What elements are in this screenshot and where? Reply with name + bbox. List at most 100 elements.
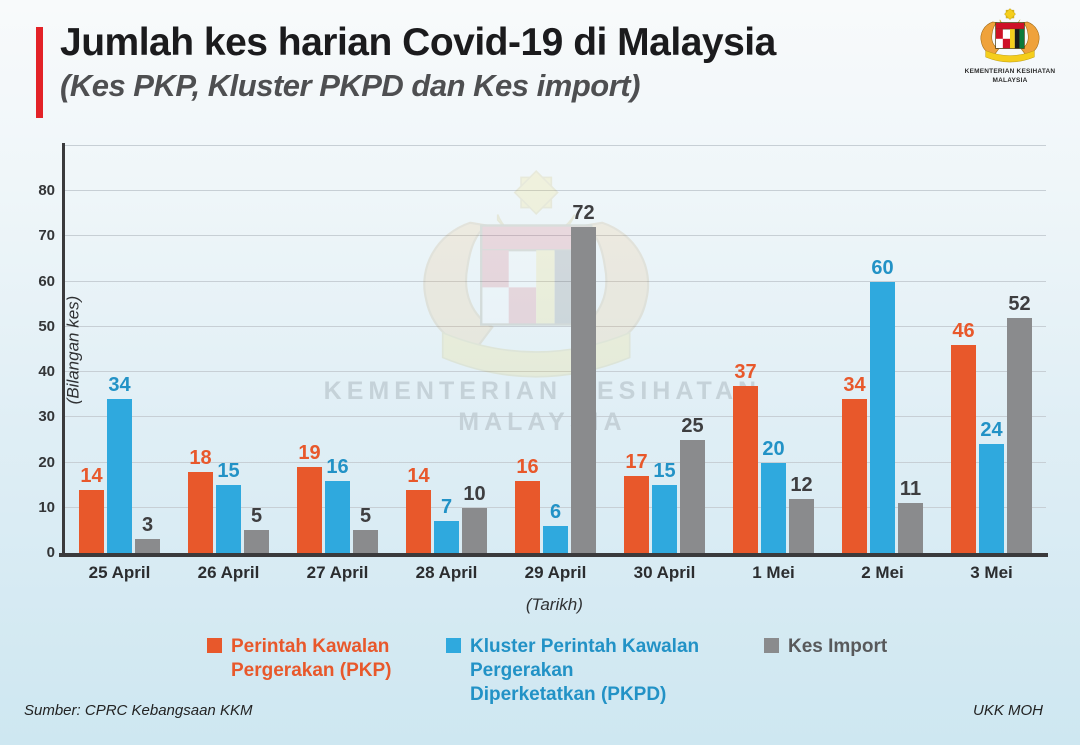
bar-rect-import (680, 439, 705, 553)
bar-rect-import (353, 530, 378, 553)
bar-group-27-april: 19 16 5 (283, 146, 392, 553)
bar-rect-pkpd (107, 399, 132, 553)
gridline-50 (65, 325, 1046, 327)
bar-import-26-april: 5 (244, 506, 269, 553)
gridline-10 (65, 506, 1046, 508)
bar-pkp-2-mei: 34 (842, 375, 867, 553)
bar-pkpd-26-april: 15 (216, 461, 241, 553)
bar-rect-pkpd (216, 485, 241, 553)
legend-item-import: Kes Import (764, 635, 887, 659)
bar-rect-pkp (515, 480, 540, 553)
bar-group-26-april: 18 15 5 (174, 146, 283, 553)
bar-rect-import (898, 503, 923, 553)
bar-value-pkp: 37 (734, 360, 757, 383)
source-note: Sumber: CPRC Kebangsaan KKM (24, 702, 253, 719)
bar-rect-pkp (842, 399, 867, 553)
gridline-90 (65, 145, 1046, 146)
gridline-20 (65, 461, 1046, 463)
y-tick-0: 0 (46, 544, 55, 561)
bar-pkpd-28-april: 7 (434, 497, 459, 553)
x-axis-ticks: 25 April 26 April 27 April 28 April 29 April… (65, 563, 1046, 583)
bar-rect-pkp (624, 476, 649, 553)
bar-group-29-april: 16 6 72 (501, 146, 610, 553)
y-axis-line (62, 143, 65, 557)
bar-value-pkp: 14 (407, 464, 430, 487)
bar-value-import: 5 (359, 505, 372, 528)
bar-pkpd-27-april: 16 (325, 457, 350, 553)
y-tick-30: 30 (38, 408, 55, 426)
legend-label-pkpd: Kluster Perintah Kawalan Pergerakan Dipe… (470, 636, 700, 705)
x-tick-3-mei: 3 Mei (970, 563, 1013, 582)
y-tick-40: 40 (38, 363, 55, 381)
legend-label-import: Kes Import (788, 636, 888, 657)
bar-pkp-1-mei: 37 (733, 362, 758, 553)
bar-import-30-april: 25 (680, 416, 705, 553)
bar-rect-pkp (406, 489, 431, 553)
bar-pkp-28-april: 14 (406, 466, 431, 553)
y-tick-60: 60 (38, 272, 55, 290)
bar-pkp-25-april: 14 (79, 466, 104, 553)
bar-rect-import (789, 498, 814, 553)
y-tick-70: 70 (38, 227, 55, 245)
logo-ministry-line1: KEMENTERIAN KESIHATAN (964, 68, 1056, 75)
x-tick-26-april: 26 April (197, 563, 260, 582)
bar-value-import: 12 (790, 473, 813, 496)
bar-value-pkpd: 60 (871, 256, 894, 279)
bar-value-import: 25 (681, 414, 704, 437)
bar-rect-pkpd (870, 281, 895, 553)
bar-rect-import (462, 507, 487, 553)
bar-value-pkp: 14 (80, 464, 103, 487)
legend-swatch-pkp (207, 638, 222, 653)
bar-pkp-30-april: 17 (624, 452, 649, 553)
bar-value-pkpd: 24 (980, 419, 1003, 442)
chart-legend: Perintah Kawalan Pergerakan (PKP) Kluster… (207, 635, 887, 706)
bar-value-pkpd: 15 (653, 460, 676, 483)
bar-value-pkpd: 6 (549, 500, 562, 523)
moh-logo: KEMENTERIAN KESIHATAN MALAYSIA (954, 6, 1066, 86)
title-accent-bar (36, 27, 43, 118)
page-title: Jumlah kes harian Covid-19 di Malaysia (60, 21, 776, 64)
bar-import-28-april: 10 (462, 484, 487, 553)
bar-value-pkp: 17 (625, 451, 648, 474)
bar-rect-import (571, 227, 596, 553)
bar-rect-pkpd (979, 444, 1004, 553)
x-axis-line (59, 553, 1048, 557)
bar-import-1-mei: 12 (789, 475, 814, 553)
bar-value-pkpd: 7 (440, 496, 453, 519)
bar-group-3-mei: 46 24 52 (937, 146, 1046, 553)
bar-pkpd-2-mei: 60 (870, 258, 895, 553)
bar-import-3-mei: 52 (1007, 294, 1032, 553)
bar-pkp-29-april: 16 (515, 457, 540, 553)
bar-value-pkp: 16 (516, 455, 539, 478)
legend-swatch-import (764, 638, 779, 653)
bar-rect-pkp (79, 489, 104, 553)
x-tick-1-mei: 1 Mei (752, 563, 795, 582)
bar-import-29-april: 72 (571, 203, 596, 553)
bar-value-pkp: 34 (843, 374, 866, 397)
bar-rect-pkp (297, 467, 322, 553)
bar-value-pkpd: 20 (762, 437, 785, 460)
logo-ministry-line2: MALAYSIA (992, 76, 1028, 84)
bar-import-25-april: 3 (135, 515, 160, 553)
bar-group-28-april: 14 7 10 (392, 146, 501, 553)
legend-label-pkp: Perintah Kawalan Pergerakan (PKP) (231, 636, 392, 681)
bar-value-import: 3 (141, 514, 154, 537)
watermark-line1: KEMENTERIAN KESIHATAN (323, 377, 762, 405)
y-axis-title: (Bilangan kes) (63, 295, 83, 404)
bar-value-pkp: 46 (952, 319, 975, 342)
bar-value-import: 52 (1008, 292, 1031, 315)
bar-rect-import (244, 530, 269, 553)
bar-rect-pkpd (652, 485, 677, 553)
bar-group-30-april: 17 15 25 (610, 146, 719, 553)
bar-pkpd-1-mei: 20 (761, 439, 786, 553)
bar-import-2-mei: 11 (898, 479, 923, 553)
bar-pkp-27-april: 19 (297, 443, 322, 553)
bar-value-import: 72 (572, 202, 595, 225)
coat-of-arms-icon (980, 8, 1040, 63)
bar-value-import: 11 (899, 478, 922, 501)
bar-group-1-mei: 37 20 12 (719, 146, 828, 553)
bar-rect-import (135, 539, 160, 553)
x-tick-2-mei: 2 Mei (861, 563, 904, 582)
credit-note: UKK MOH (972, 702, 1043, 719)
